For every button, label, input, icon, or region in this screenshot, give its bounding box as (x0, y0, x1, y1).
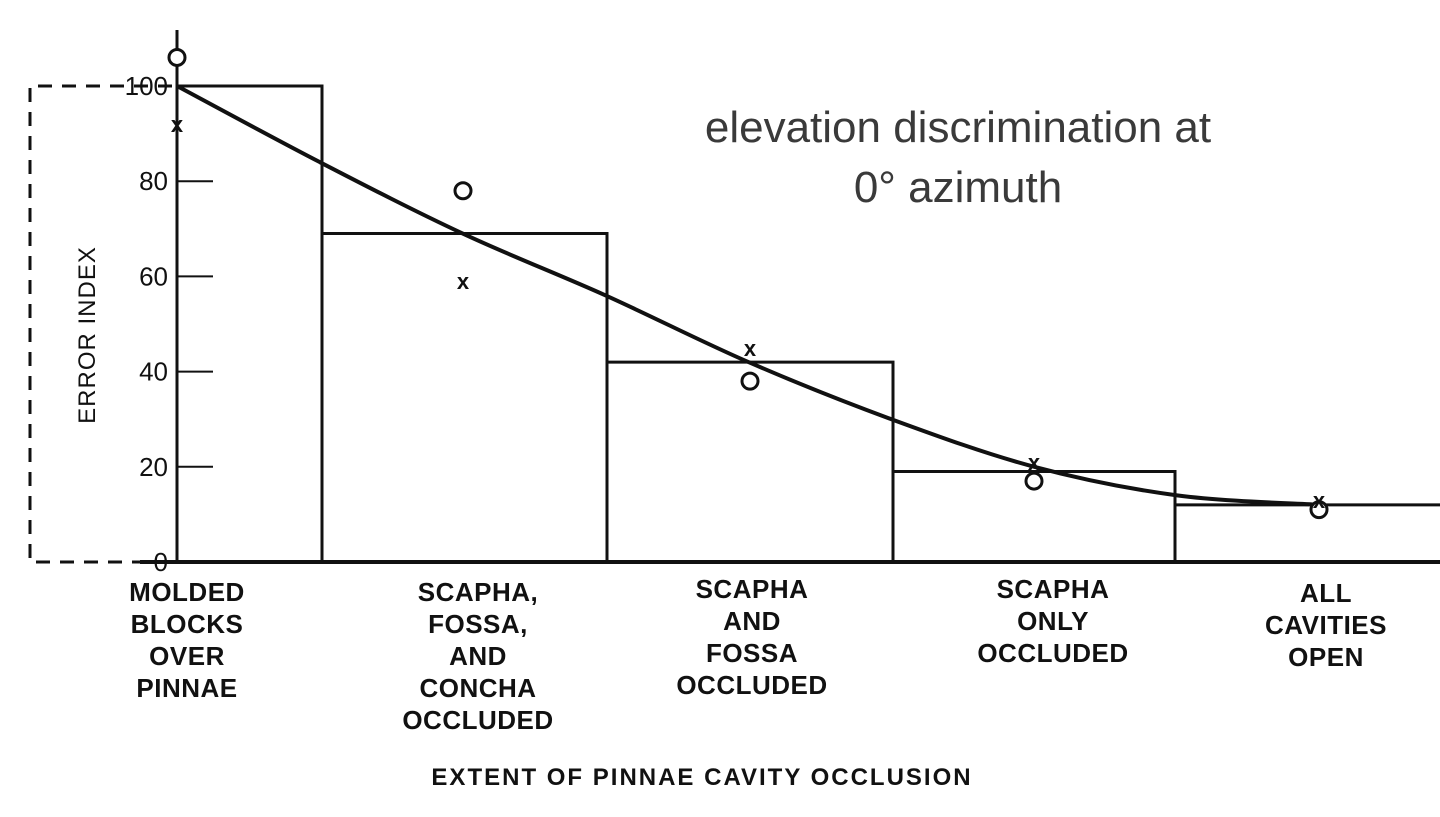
bars-group (175, 84, 1440, 562)
annotation-line-1: elevation discrimination at (705, 103, 1211, 152)
category-1-line-1: MOLDED (129, 577, 245, 607)
category-2-line-5: OCCLUDED (402, 705, 553, 735)
category-1-line-2: BLOCKS (131, 609, 244, 639)
bar-5 (1173, 503, 1440, 562)
category-4-line-1: SCAPHA (997, 574, 1110, 604)
x-point-5: x (1313, 488, 1326, 513)
o-point-5 (1309, 500, 1329, 520)
category-2-line-4: CONCHA (419, 673, 536, 703)
category-1-line-3: OVER (149, 641, 225, 671)
o-point-1 (167, 47, 187, 67)
x-point-3: x (744, 336, 757, 361)
o-point-2 (453, 181, 473, 201)
bar-1 (175, 84, 324, 562)
category-5-line-3: OPEN (1288, 642, 1364, 672)
category-2-line-2: FOSSA, (428, 609, 528, 639)
x-point-2: x (457, 269, 470, 294)
y-tick-label-40: 40 (139, 357, 168, 387)
y-tick-label-60: 60 (139, 261, 168, 291)
category-2-line-1: SCAPHA, (418, 577, 539, 607)
fit-curve-group (176, 84, 1321, 507)
category-5-line-1: ALL (1300, 578, 1352, 608)
y-ticks-group: 0 20 40 60 80 100 (125, 71, 213, 577)
y-tick-label-20: 20 (139, 452, 168, 482)
category-2-line-3: AND (449, 641, 507, 671)
category-3-line-2: AND (723, 606, 781, 636)
category-3-line-1: SCAPHA (696, 574, 809, 604)
category-5-line-2: CAVITIES (1265, 610, 1387, 640)
x-axis-label: EXTENT OF PINNAE CAVITY OCCLUSION (431, 764, 972, 791)
annotation-line-2: 0° azimuth (854, 163, 1062, 212)
fit-curve (176, 84, 1321, 507)
category-1-line-4: PINNAE (136, 673, 237, 703)
y-axis-label: ERROR INDEX (74, 246, 101, 424)
category-labels-group: MOLDEDBLOCKSOVERPINNAESCAPHA,FOSSA,ANDCO… (129, 574, 1387, 735)
category-4-line-3: OCCLUDED (977, 638, 1128, 668)
x-point-1: x (171, 112, 184, 137)
y-tick-label-0: 0 (154, 547, 168, 577)
markers-group: x x x x x (167, 47, 1329, 520)
dashed-bracket (28, 84, 172, 564)
y-tick-label-100: 100 (125, 71, 168, 101)
bar-3 (605, 360, 895, 562)
category-3-line-3: FOSSA (706, 638, 798, 668)
y-tick-label-80: 80 (139, 166, 168, 196)
o-point-4 (1024, 471, 1044, 491)
category-4-line-2: ONLY (1017, 606, 1089, 636)
o-point-3 (740, 371, 760, 391)
category-3-line-4: OCCLUDED (676, 670, 827, 700)
axes-group (140, 30, 1440, 564)
x-point-4: x (1028, 450, 1041, 475)
